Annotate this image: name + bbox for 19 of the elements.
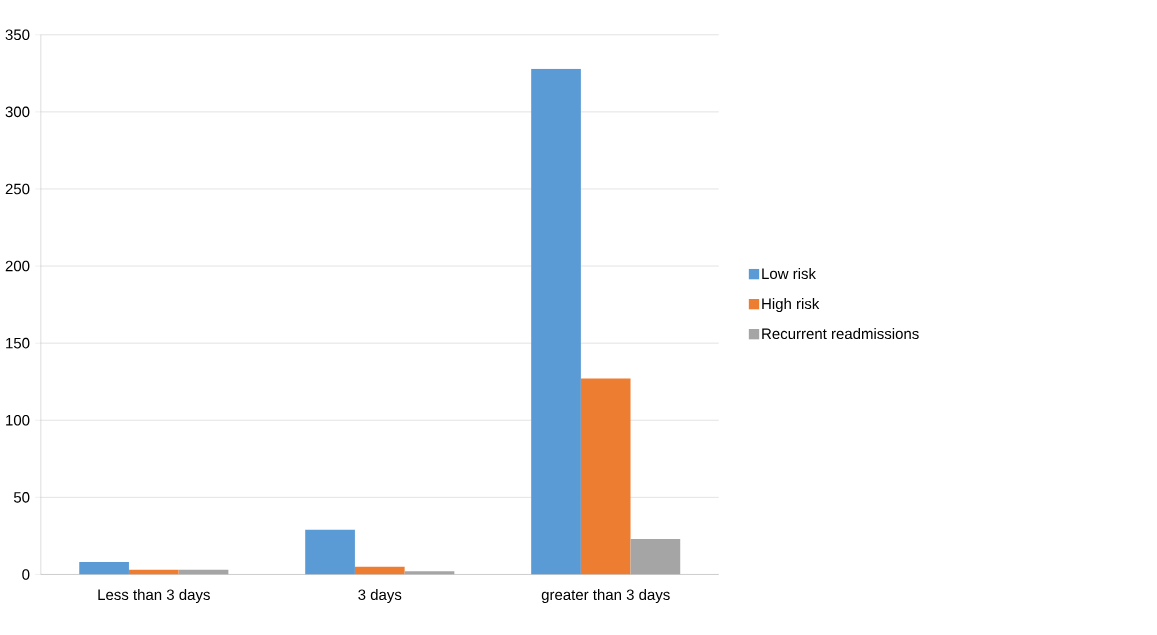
y-tick-label: 250 bbox=[5, 183, 30, 195]
y-tick-label: 50 bbox=[13, 492, 30, 503]
y-tick-label: 350 bbox=[5, 29, 30, 41]
bar bbox=[580, 378, 631, 575]
y-tick-label: 100 bbox=[6, 415, 30, 426]
y-tick-label: 200 bbox=[5, 260, 30, 272]
bar bbox=[79, 562, 129, 575]
y-tick-label: 300 bbox=[5, 106, 30, 118]
x-tick-label: 3 days bbox=[358, 589, 402, 604]
y-tick-label: 0 bbox=[22, 569, 30, 580]
legend-label: High risk bbox=[762, 298, 820, 313]
x-tick-label: Less than 3 days bbox=[98, 589, 210, 604]
bar bbox=[305, 529, 355, 575]
bar bbox=[354, 566, 405, 575]
x-tick-label: greater than 3 days bbox=[541, 589, 670, 604]
legend-label: Recurrent readmissions bbox=[762, 328, 919, 340]
y-tick-label: 150 bbox=[6, 338, 30, 349]
legend-label: Low risk bbox=[762, 268, 816, 280]
bar bbox=[531, 68, 581, 575]
